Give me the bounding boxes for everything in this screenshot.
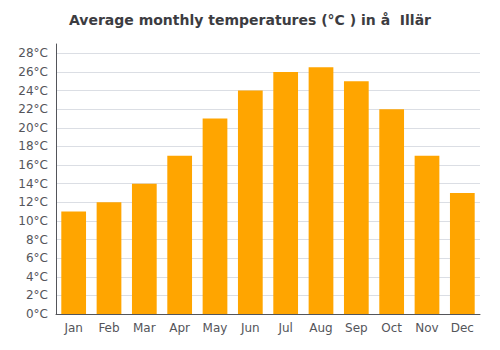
svg-text:10°C: 10°C — [18, 214, 48, 228]
svg-text:May: May — [203, 321, 228, 335]
svg-text:Nov: Nov — [415, 321, 438, 335]
svg-text:16°C: 16°C — [18, 158, 48, 172]
svg-text:Average monthly temperatures (: Average monthly temperatures (°C ) in å … — [69, 12, 431, 28]
svg-text:Jul: Jul — [277, 321, 292, 335]
svg-text:Mar: Mar — [133, 321, 156, 335]
svg-text:14°C: 14°C — [18, 177, 48, 191]
svg-text:Feb: Feb — [98, 321, 119, 335]
svg-text:Jan: Jan — [63, 321, 83, 335]
svg-text:Dec: Dec — [451, 321, 474, 335]
svg-text:Jun: Jun — [240, 321, 260, 335]
svg-text:6°C: 6°C — [26, 251, 48, 265]
svg-text:22°C: 22°C — [18, 102, 48, 116]
svg-text:Sep: Sep — [345, 321, 368, 335]
svg-text:Oct: Oct — [381, 321, 402, 335]
svg-text:Apr: Apr — [169, 321, 190, 335]
svg-text:26°C: 26°C — [18, 65, 48, 79]
svg-text:Aug: Aug — [309, 321, 332, 335]
svg-text:28°C: 28°C — [18, 46, 48, 60]
svg-text:24°C: 24°C — [18, 84, 48, 98]
svg-text:12°C: 12°C — [18, 195, 48, 209]
svg-text:8°C: 8°C — [26, 233, 48, 247]
svg-text:18°C: 18°C — [18, 139, 48, 153]
svg-text:4°C: 4°C — [26, 270, 48, 284]
svg-text:0°C: 0°C — [26, 307, 48, 321]
svg-text:2°C: 2°C — [26, 288, 48, 302]
svg-text:20°C: 20°C — [18, 121, 48, 135]
